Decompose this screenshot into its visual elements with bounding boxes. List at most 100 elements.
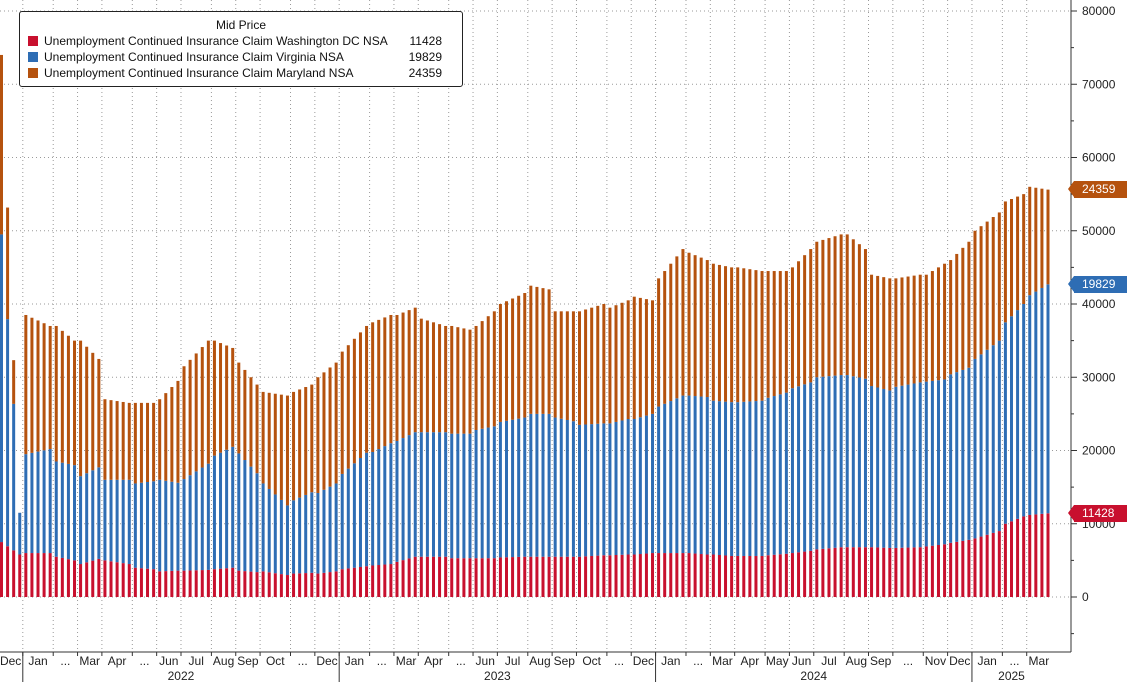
bar-segment-maryland: [638, 297, 642, 418]
bar-segment-washington-dc: [371, 565, 375, 597]
bar-segment-maryland: [285, 395, 289, 506]
bar-segment-washington-dc: [681, 553, 685, 597]
bar-segment-washington-dc: [401, 560, 405, 597]
bar-segment-washington-dc: [760, 555, 764, 597]
bar-segment-washington-dc: [918, 547, 922, 597]
y-tick-label: 60000: [1082, 151, 1116, 165]
bar-segment-maryland: [888, 278, 892, 391]
bar-segment-virginia: [79, 476, 83, 565]
bar-segment-washington-dc: [602, 555, 606, 597]
bar-segment-maryland: [991, 217, 995, 346]
bar-segment-maryland: [419, 318, 423, 433]
bar-segment-virginia: [60, 462, 64, 558]
bar-segment-washington-dc: [687, 553, 691, 597]
bar-segment-maryland: [523, 293, 527, 418]
bar-segment-virginia: [705, 397, 709, 555]
bar-segment-washington-dc: [212, 569, 216, 597]
bar-segment-maryland: [206, 340, 210, 464]
bar-segment-maryland: [918, 274, 922, 383]
bar-segment-virginia: [237, 453, 241, 571]
bar-segment-maryland: [438, 324, 442, 433]
bar-segment-virginia: [504, 420, 508, 558]
bar-segment-washington-dc: [997, 531, 1001, 597]
y-tick-label: 70000: [1082, 77, 1116, 91]
bar-segment-maryland: [839, 234, 843, 376]
bar-segment-maryland: [24, 314, 28, 455]
bar-segment-washington-dc: [876, 547, 880, 597]
bar-segment-maryland: [778, 271, 782, 395]
legend-value-va: 19829: [408, 50, 442, 64]
legend-label-dc: Unemployment Continued Insurance Claim W…: [44, 34, 388, 48]
bar-segment-virginia: [182, 479, 186, 571]
bar-segment-maryland: [699, 257, 703, 397]
bar-segment-washington-dc: [255, 572, 259, 597]
legend-label-va: Unemployment Continued Insurance Claim V…: [44, 50, 344, 64]
bar-segment-washington-dc: [18, 554, 22, 597]
bar-segment-maryland: [109, 400, 113, 480]
bar-segment-maryland: [365, 325, 369, 453]
bar-segment-virginia: [772, 396, 776, 555]
bar-segment-virginia: [170, 481, 174, 571]
bar-segment-maryland: [803, 255, 807, 385]
bar-segment-washington-dc: [924, 546, 928, 597]
bar-segment-virginia: [657, 406, 661, 554]
bar-segment-virginia: [1022, 304, 1026, 517]
y-axis: 8000070000600005000040000300002000010000…: [1070, 0, 1116, 652]
bar-segment-washington-dc: [535, 556, 539, 597]
bar-segment-maryland: [462, 328, 466, 434]
bar-segment-maryland: [571, 311, 575, 422]
bar-segment-washington-dc: [955, 541, 959, 597]
bar-segment-washington-dc: [444, 556, 448, 597]
bar-segment-washington-dc: [194, 570, 198, 597]
bar-segment-virginia: [371, 451, 375, 566]
bar-segment-virginia: [790, 388, 794, 554]
bar-segment-washington-dc: [754, 555, 758, 597]
bar-segment-virginia: [146, 481, 150, 569]
bar-segment-maryland: [985, 221, 989, 350]
bar-segment-maryland: [121, 401, 125, 480]
bar-segment-virginia: [243, 460, 247, 572]
bar-segment-maryland: [1016, 196, 1020, 311]
bar-segment-washington-dc: [328, 572, 332, 597]
bar-segment-maryland: [821, 239, 825, 377]
bar-segment-maryland: [584, 309, 588, 425]
bar-segment-maryland: [1028, 186, 1032, 296]
bar-segment-maryland: [620, 302, 624, 421]
x-tick-label: Sep: [237, 654, 259, 668]
bar-segment-virginia: [699, 396, 703, 555]
bar-segment-maryland: [1009, 199, 1013, 317]
bar-segment-virginia: [12, 403, 16, 551]
bar-segment-washington-dc: [200, 570, 204, 597]
bar-segment-washington-dc: [888, 547, 892, 597]
x-tick-label: Mar: [79, 654, 100, 668]
bar-segment-maryland: [407, 310, 411, 436]
bar-segment-virginia: [328, 486, 332, 573]
bar-segment-washington-dc: [91, 560, 95, 597]
bar-segment-virginia: [784, 392, 788, 554]
bar-segment-washington-dc: [407, 558, 411, 597]
bar-segment-washington-dc: [121, 563, 125, 597]
bar-segment-washington-dc: [845, 547, 849, 597]
bar-segment-virginia: [1009, 316, 1013, 522]
bar-segment-washington-dc: [474, 558, 478, 597]
bar-segment-washington-dc: [742, 555, 746, 597]
bar-segment-maryland: [79, 340, 83, 477]
bar-segment-washington-dc: [547, 556, 551, 597]
bar-segment-washington-dc: [310, 572, 314, 597]
x-tick-label: Aug: [846, 654, 867, 668]
bar-segment-washington-dc: [486, 558, 490, 597]
bar-segment-virginia: [352, 463, 356, 568]
bar-segment-washington-dc: [139, 568, 143, 597]
bar-segment-washington-dc: [176, 570, 180, 597]
bar-segment-maryland: [827, 238, 831, 377]
x-tick-label: ...: [139, 654, 149, 668]
bar-segment-washington-dc: [273, 573, 277, 597]
bar-segment-maryland: [882, 277, 886, 389]
bar-segment-maryland: [456, 327, 460, 434]
y-tick-label: 20000: [1082, 444, 1116, 458]
bar-segment-washington-dc: [73, 560, 77, 597]
bar-segment-virginia: [401, 438, 405, 561]
x-tick-label: Jan: [28, 654, 47, 668]
bar-segment-maryland: [936, 267, 940, 381]
bar-segment-maryland: [541, 288, 545, 414]
